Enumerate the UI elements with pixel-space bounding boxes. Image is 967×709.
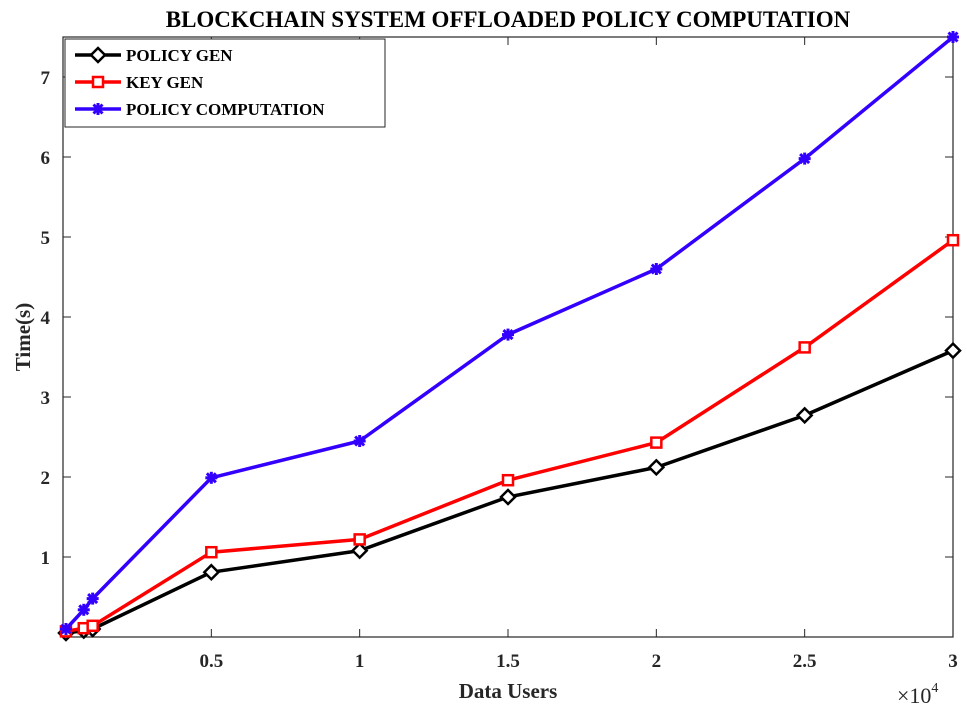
data-point-star	[92, 103, 104, 115]
chart-title: BLOCKCHAIN SYSTEM OFFLOADED POLICY COMPU…	[166, 7, 851, 32]
x-tick-label: 0.5	[199, 651, 223, 672]
x-tick-label: 2	[652, 651, 662, 672]
data-point-square	[91, 75, 105, 89]
legend-item: POLICY GEN	[75, 46, 233, 65]
x-tick-label: 1.5	[496, 651, 520, 672]
data-point-star	[86, 592, 99, 605]
data-point-star	[502, 328, 514, 341]
data-point-star	[59, 623, 72, 635]
legend: POLICY GEN KEY GEN POLICY COMPUTATION	[64, 38, 386, 128]
x-tick-labels: 0.5 1 1.5 2 2.5 3	[199, 651, 957, 672]
y-tick-label: 4	[41, 308, 51, 329]
data-point-square	[353, 533, 366, 546]
x-tick-label: 3	[948, 651, 958, 672]
x-axis-label: Data Users	[459, 679, 558, 703]
data-point-diamond	[647, 458, 666, 477]
y-tick-label: 7	[41, 68, 51, 89]
y-axis-label: Time(s)	[11, 303, 35, 371]
data-point-star	[77, 603, 90, 616]
y-tick-label: 5	[41, 228, 51, 249]
y-tick-label: 1	[41, 548, 51, 569]
y-tick-labels: 1 2 3 4 5 6 7	[41, 68, 51, 569]
data-point-diamond	[944, 341, 962, 360]
data-point-star	[650, 263, 663, 275]
data-point-diamond	[499, 488, 517, 506]
y-tick-label: 6	[41, 148, 51, 169]
data-point-diamond	[795, 406, 814, 425]
data-point-star	[353, 435, 366, 447]
x-tick-label: 1	[355, 651, 365, 672]
legend-item: POLICY COMPUTATION	[75, 100, 325, 119]
x-axis-multiplier: ×104	[897, 681, 938, 708]
data-point-diamond	[350, 541, 369, 560]
y-tick-label: 3	[41, 388, 51, 409]
data-point-diamond	[202, 563, 221, 581]
data-point-square	[798, 341, 811, 354]
y-tick-label: 2	[41, 468, 51, 489]
x-tick-label: 2.5	[793, 651, 817, 672]
legend-label: POLICY COMPUTATION	[126, 100, 325, 119]
series-group	[57, 31, 962, 642]
data-point-star	[798, 152, 811, 165]
data-point-star	[947, 31, 959, 43]
data-point-star	[205, 471, 218, 484]
data-point-square	[946, 233, 960, 247]
legend-label: POLICY GEN	[126, 46, 233, 65]
data-point-square	[86, 619, 99, 633]
data-point-diamond	[89, 46, 107, 64]
data-point-square	[205, 545, 218, 559]
data-point-square	[501, 473, 515, 487]
legend-item: KEY GEN	[75, 73, 204, 92]
legend-label: KEY GEN	[126, 73, 204, 92]
data-point-square	[650, 436, 663, 449]
